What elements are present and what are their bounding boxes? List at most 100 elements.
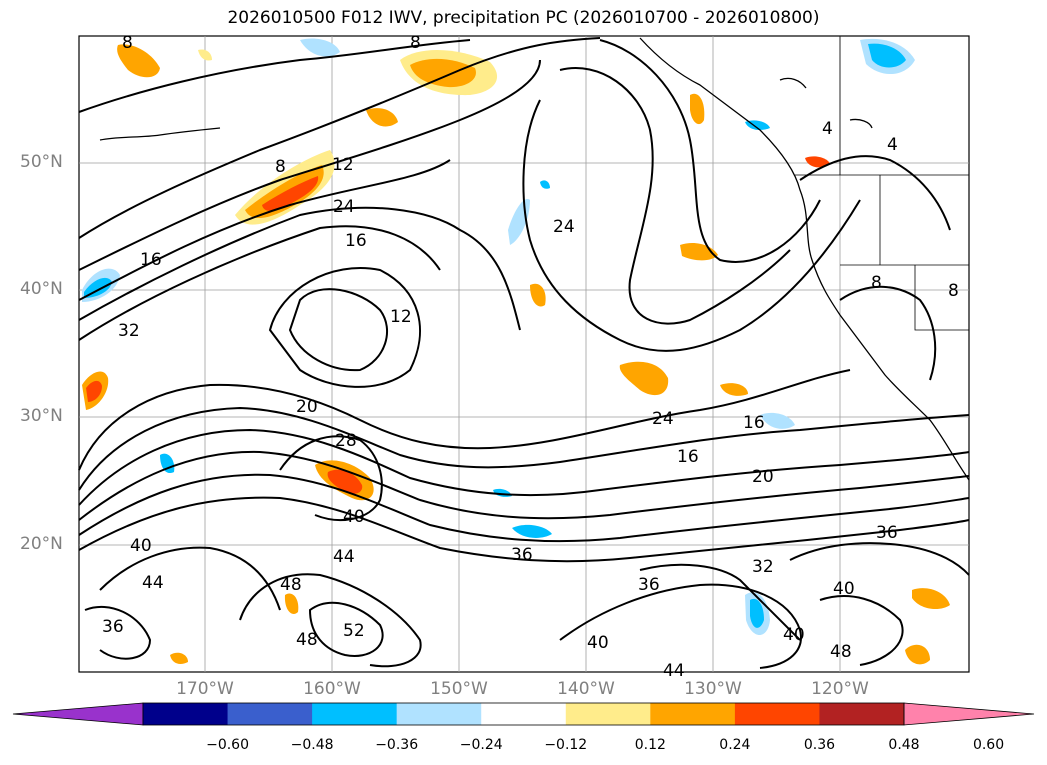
contour-label: 16 [345, 231, 367, 251]
colorbar-tick-label: −0.48 [290, 737, 334, 753]
contour-line [789, 542, 970, 576]
precip-patch-positive [410, 58, 476, 88]
colorbar-tick-label: 0.60 [972, 737, 1005, 753]
contour-line [78, 369, 851, 471]
contour-line [78, 37, 601, 239]
contour-line [239, 573, 422, 668]
colorbar-segment [396, 703, 482, 725]
contour-line [78, 496, 970, 563]
contour-line [839, 285, 937, 381]
precip-patch-positive [198, 49, 212, 61]
precip-patch-positive [720, 383, 748, 396]
coastline [639, 37, 970, 481]
colorbar-segment [819, 703, 905, 725]
precip-patch-negative [760, 412, 795, 429]
contour-line [279, 435, 383, 521]
contour-label: 44 [142, 573, 164, 593]
precip-patch-positive [530, 283, 546, 307]
precip-patch-negative [868, 43, 906, 68]
colorbar-tick-label: 0.36 [803, 737, 836, 753]
contour-line [78, 428, 970, 506]
latitude-label: 40°N [20, 279, 63, 299]
contour-label: 52 [343, 621, 365, 641]
contour-label: 16 [743, 413, 765, 433]
contour-line [78, 159, 451, 301]
precip-patch-positive [170, 652, 188, 664]
contour-label: 8 [948, 281, 959, 301]
contour-line [78, 406, 970, 491]
contour-label: 40 [783, 625, 805, 645]
precip-patch-negative [540, 180, 550, 189]
contour-label: 8 [275, 157, 286, 177]
latitude-label: 30°N [20, 406, 63, 426]
contour-line [559, 583, 802, 669]
contour-label: 36 [876, 523, 898, 543]
latitude-label: 20°N [20, 534, 63, 554]
contour-label: 8 [122, 33, 133, 53]
longitude-label: 170°W [176, 679, 234, 699]
coastline [99, 127, 221, 141]
contour-line [522, 99, 861, 352]
map-title: 2026010500 F012 IWV, precipitation PC (2… [227, 8, 820, 28]
contour-label: 40 [130, 536, 152, 556]
precip-patch-negative [300, 38, 340, 57]
precip-patch-positive [327, 469, 363, 494]
longitude-label: 130°W [684, 679, 742, 699]
contour-label: 32 [118, 321, 140, 341]
contour-line [78, 39, 471, 113]
coastline [779, 77, 807, 89]
contour-label: 36 [511, 545, 533, 565]
contour-label-group: 8 8 12 24 16 16 32 24 12 4 4 8 8 8 20 28… [102, 33, 959, 681]
precip-patch-positive [805, 156, 830, 168]
coastlines [99, 37, 970, 481]
contour-label: 36 [638, 575, 660, 595]
colorbar-tick-label: −0.12 [544, 737, 588, 753]
precip-patch-positive [86, 380, 102, 402]
contour-line [78, 225, 441, 341]
precip-patch-positive [690, 93, 705, 125]
contour-label: 48 [830, 642, 852, 662]
colorbar-tick-label: 0.48 [888, 737, 920, 753]
contour-label: 48 [280, 575, 302, 595]
colorbar-segment [227, 703, 313, 725]
colorbar-tick-label: 0.24 [719, 737, 751, 753]
colorbar-segment [312, 703, 398, 725]
contour-line [268, 267, 421, 388]
colorbar-tick-label: −0.36 [375, 737, 419, 753]
longitude-label: 160°W [303, 679, 361, 699]
contour-label: 20 [752, 467, 774, 487]
contour-line [799, 155, 951, 231]
map-frame [78, 35, 970, 673]
contour-line [308, 601, 384, 657]
contour-label: 44 [333, 547, 355, 567]
contour-label: 12 [332, 155, 354, 175]
contour-label: 40 [587, 633, 609, 653]
colorbar-segment [650, 703, 736, 725]
contour-label: 8 [871, 273, 882, 293]
contour-label: 48 [296, 630, 318, 650]
contour-line [599, 39, 821, 263]
colorbar-segment [143, 703, 229, 725]
contour-label: 12 [390, 307, 412, 327]
iwv-contours [78, 37, 970, 669]
border-line [914, 265, 969, 331]
political-borders [795, 36, 969, 331]
contour-line [99, 546, 281, 611]
latitude-label: 50°N [20, 152, 63, 172]
contour-label: 16 [140, 250, 162, 270]
contour-label: 24 [333, 197, 355, 217]
colorbar-tick-label: −0.60 [206, 737, 249, 753]
contour-label: 40 [343, 507, 365, 527]
colorbar-extend-low [12, 702, 144, 726]
contour-label: 8 [410, 33, 421, 53]
longitude-label: 150°W [430, 679, 488, 699]
contour-line [78, 450, 970, 521]
precip-patch-positive [905, 644, 930, 665]
contour-label: 24 [553, 217, 575, 237]
precip-patch-positive [284, 593, 299, 615]
contour-line [639, 563, 801, 641]
colorbar-extend-high [903, 702, 1035, 726]
contour-line [819, 595, 904, 666]
coastline [849, 118, 873, 129]
colorbar-tick-label: −0.24 [459, 737, 503, 753]
